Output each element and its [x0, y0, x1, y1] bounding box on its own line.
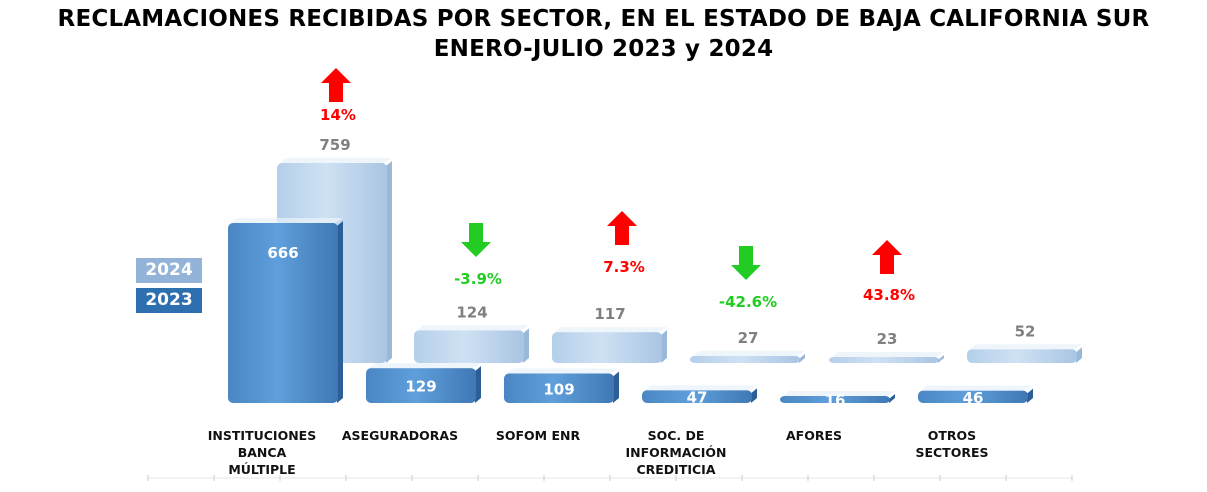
category-label: INFORMACIÓN [626, 445, 727, 460]
data-label-2023: 16 [825, 392, 846, 410]
bar-2024 [552, 327, 667, 363]
bar-2023 [780, 391, 895, 403]
bar-2024 [967, 344, 1082, 363]
data-label-2024: 23 [877, 330, 898, 348]
data-label-2024: 124 [456, 303, 487, 321]
data-label-2023: 109 [543, 380, 574, 398]
data-label-2023: 47 [687, 389, 708, 407]
data-label-2023: 129 [405, 378, 436, 396]
change-label: -42.6% [719, 293, 777, 311]
category-label: SOFOM ENR [496, 428, 581, 443]
category-label: CREDITICIA [636, 462, 715, 477]
change-label: 43.8% [863, 286, 915, 304]
bar-2024 [829, 351, 944, 363]
data-label-2024: 27 [738, 329, 759, 347]
data-label-2024: 52 [1015, 322, 1036, 340]
change-label: -3.9% [454, 270, 502, 288]
data-label-2023: 46 [963, 389, 984, 407]
category-label: MÚLTIPLE [228, 462, 295, 477]
bar-2023 [366, 363, 481, 403]
category-label: OTROS [928, 428, 976, 443]
category-label: INSTITUCIONES [208, 428, 316, 443]
bar-2023 [918, 385, 1033, 403]
legend-2023: 2023 [136, 288, 202, 313]
data-label-2023: 666 [267, 244, 298, 262]
category-label: BANCA [238, 445, 287, 460]
legend-2024: 2024 [136, 258, 202, 283]
change-label: 14% [320, 106, 356, 124]
chart-title: RECLAMACIONES RECIBIDAS POR SECTOR, EN E… [57, 6, 1150, 32]
bar-2023 [642, 385, 757, 403]
arrow-up-icon [321, 68, 351, 102]
arrow-down-icon [731, 246, 761, 280]
bar-2023 [228, 218, 343, 403]
category-label: ASEGURADORAS [342, 428, 458, 443]
bar-2024 [414, 325, 529, 363]
arrow-up-icon [607, 211, 637, 245]
category-label: SECTORES [915, 445, 988, 460]
change-label: 7.3% [603, 258, 645, 276]
category-label: AFORES [786, 428, 842, 443]
arrow-up-icon [872, 240, 902, 274]
data-label-2024: 117 [594, 305, 625, 323]
arrow-down-icon [461, 223, 491, 257]
chart-subtitle: ENERO-JULIO 2023 y 2024 [433, 36, 774, 62]
bar-2024 [690, 350, 805, 363]
data-label-2024: 759 [319, 136, 350, 154]
category-label: SOC. DE [648, 428, 705, 443]
bar-2023 [504, 368, 619, 403]
